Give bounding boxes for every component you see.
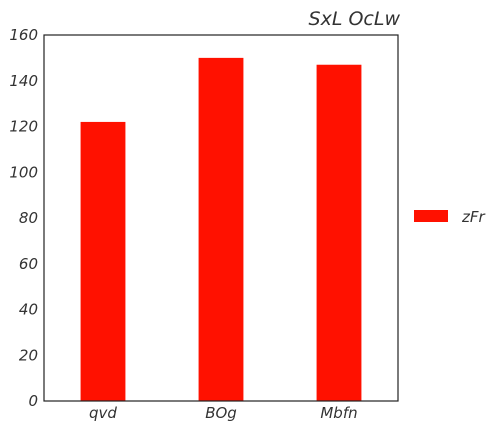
y-tick-label: 80	[19, 209, 38, 227]
bar-Mbfn	[316, 64, 362, 402]
plot-frame	[43, 34, 399, 402]
legend-label: zFr	[461, 208, 486, 226]
x-tick-label: qvd	[89, 404, 117, 422]
x-tick-label: Mbfn	[320, 404, 357, 422]
bar-qvd	[80, 121, 126, 402]
chart-title: SxL OcLw	[309, 8, 401, 30]
y-tick-label: 40	[19, 301, 38, 319]
plot-area: qvd BOg Mbfn 0 20 40 60 80 100 120 140 160	[9, 26, 399, 422]
y-tick-label: 60	[19, 255, 38, 273]
x-tick-label: BOg	[205, 404, 237, 422]
y-tick-label: 160	[9, 26, 38, 44]
y-tick-label: 20	[19, 346, 38, 364]
y-tick-label: 140	[9, 72, 38, 90]
bar-BOg	[198, 57, 244, 401]
y-tick-label: 120	[9, 118, 38, 136]
y-tick-label: 100	[9, 163, 38, 181]
legend: zFr	[414, 208, 486, 226]
legend-swatch	[414, 210, 448, 222]
y-tick-label: 0	[28, 392, 38, 410]
